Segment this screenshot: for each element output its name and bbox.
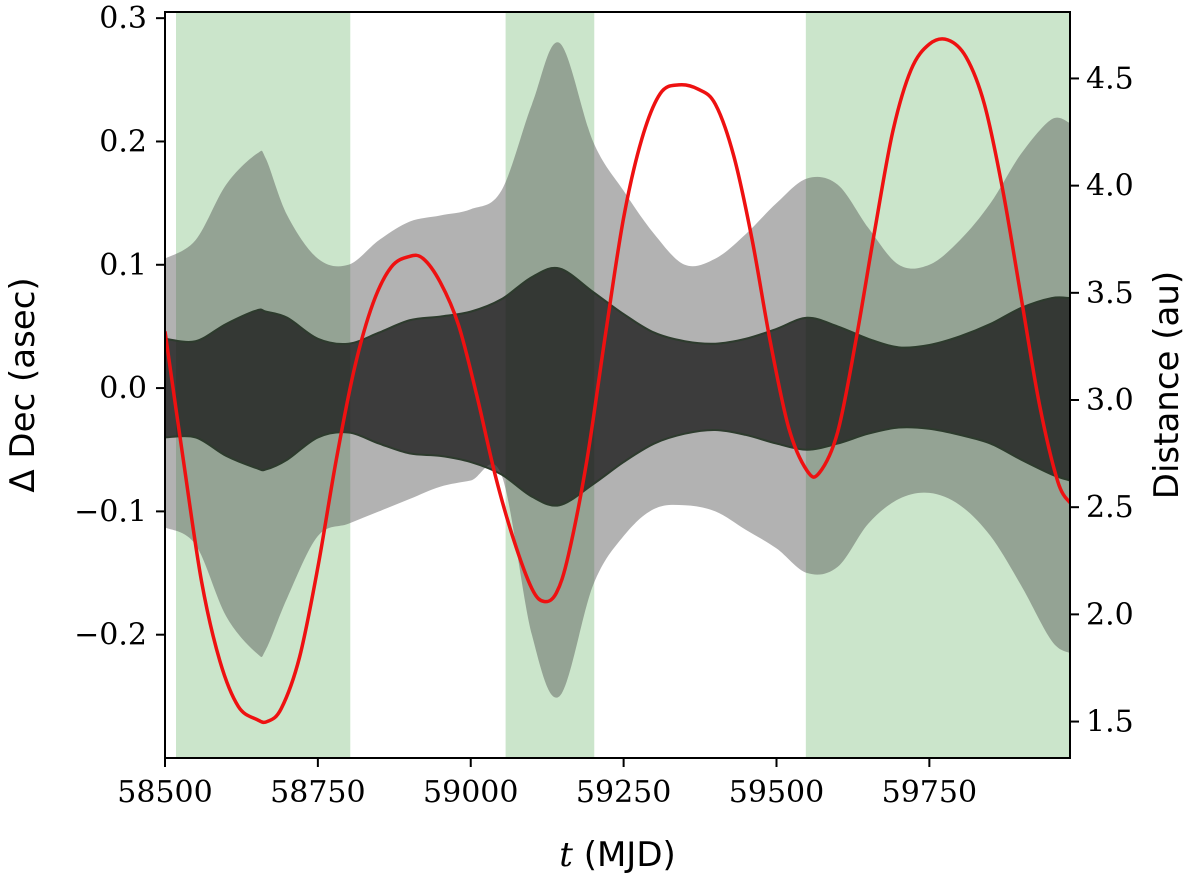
inner-uncertainty-band: [165, 266, 1070, 507]
y-right-tick-label: 2.0: [1086, 597, 1134, 632]
x-tick-label: 59250: [576, 775, 671, 810]
x-axis-label: t (MJD): [559, 835, 676, 875]
y-left-tick-label: 0.2: [99, 124, 147, 159]
x-tick-label: 58750: [270, 775, 365, 810]
distance-curve-layer: [165, 37, 1070, 725]
y-axis-left-label: Δ Dec (asec): [3, 277, 43, 492]
axis-ticks: 58500 58750 59000 59250 59500 59750 −0.2 −0.1 0.…: [74, 1, 1134, 810]
y-axis-right-label: Distance (au): [1147, 271, 1187, 499]
y-left-tick-label: 0.3: [99, 1, 147, 36]
x-axis-variable: t: [559, 835, 573, 875]
y-right-tick-label: 4.0: [1086, 169, 1134, 204]
y-right-tick-label: 1.5: [1086, 705, 1134, 740]
y-right-tick-label: 3.5: [1086, 276, 1134, 311]
y-left-tick-label: −0.1: [74, 494, 147, 529]
uncertainty-bands: [165, 42, 1070, 698]
y-right-tick-label: 3.0: [1086, 383, 1134, 418]
x-axis-unit: (MJD): [573, 835, 676, 875]
y-right-tick-label: 4.5: [1086, 61, 1134, 96]
y-left-tick-label: 0.1: [99, 248, 147, 283]
plot-frame: [164, 11, 1071, 759]
x-tick-label: 59500: [729, 775, 824, 810]
distance-curve: [165, 37, 1070, 725]
y-right-tick-label: 2.5: [1086, 490, 1134, 525]
y-left-tick-label: 0.0: [99, 371, 147, 406]
y-left-tick-label: −0.2: [74, 618, 147, 653]
x-tick-label: 59000: [423, 775, 518, 810]
x-tick-label: 58500: [117, 775, 212, 810]
x-tick-label: 59750: [882, 775, 977, 810]
